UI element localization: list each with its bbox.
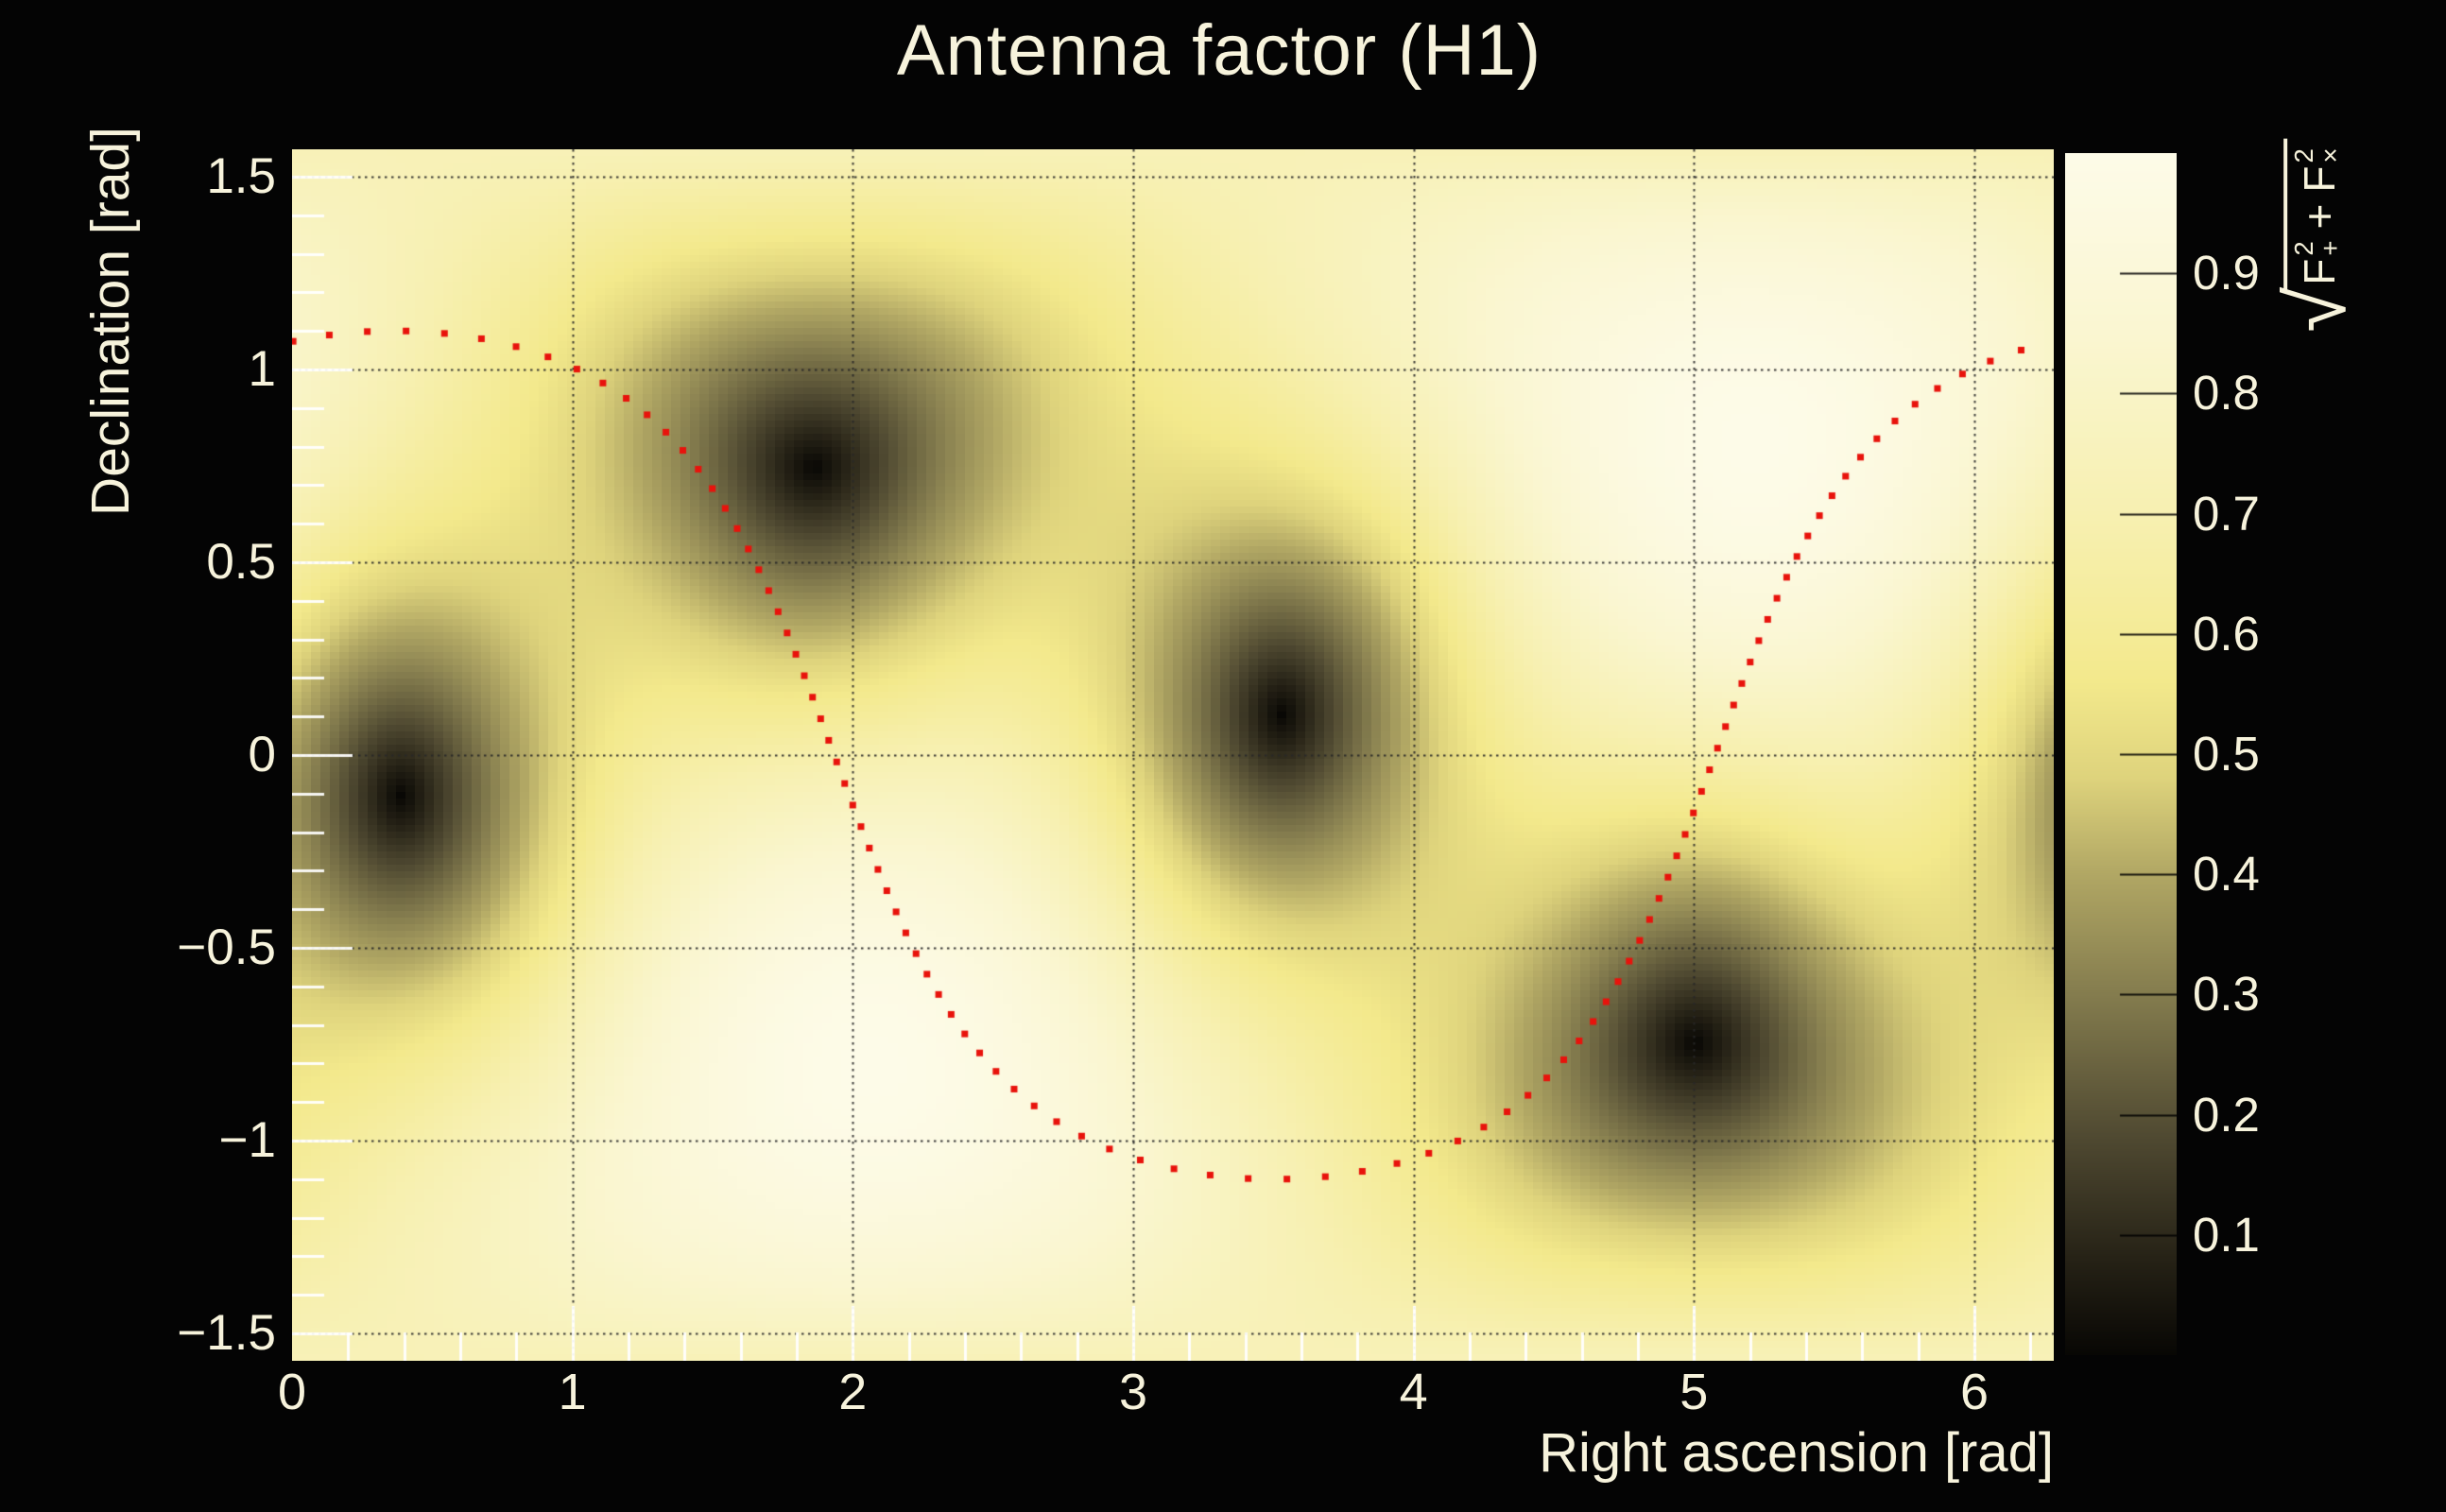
plot-overlay-canvas (292, 149, 2054, 1361)
y-tick-label: 1.5 (206, 147, 276, 204)
x-tick-label: 2 (838, 1364, 868, 1420)
colorbar-canvas (2065, 153, 2177, 1355)
sqrt-radicand: F 2 + + F 2 × (2283, 138, 2347, 291)
y-tick-label: −0.5 (177, 919, 276, 976)
colorbar-tick-label: 0.8 (2193, 366, 2260, 421)
x-tick-label: 1 (558, 1364, 587, 1420)
chart-title: Antenna factor (H1) (896, 10, 1542, 91)
f-plus-base: F (2295, 258, 2345, 285)
x-tick-label: 6 (1959, 1364, 1990, 1420)
y-tick-label: 1 (248, 340, 276, 397)
plus-operator: + (2295, 203, 2345, 230)
y-tick-label: −1.5 (177, 1305, 276, 1362)
colorbar-tick-label: 0.4 (2193, 847, 2260, 902)
y-tick-label: 0.5 (206, 533, 276, 590)
f-cross-scripts: 2 × (2289, 147, 2346, 163)
y-tick-label: 0 (248, 727, 276, 782)
f-plus-squared-term: F 2 + (2289, 240, 2346, 285)
colorbar-tick-label: 0.1 (2193, 1207, 2260, 1262)
colorbar-tick-label: 0.3 (2193, 967, 2260, 1022)
x-tick-label: 3 (1118, 1364, 1148, 1420)
x-axis-label: Right ascension [rad] (1539, 1422, 2054, 1484)
colorbar-tick-label: 0.5 (2193, 727, 2260, 781)
colorbar-tick-label: 0.7 (2193, 486, 2260, 541)
sqrt-radical-glyph: √ (2270, 286, 2364, 333)
x-tick-label: 5 (1679, 1364, 1709, 1420)
y-tick-label: −1 (218, 1112, 276, 1169)
colorbar-axis-label: √ F 2 + + F 2 × (2270, 138, 2364, 333)
f-plus-sup: 2 (2289, 241, 2319, 256)
f-plus-scripts: 2 + (2289, 240, 2346, 256)
colorbar-tick-label: 0.9 (2193, 246, 2260, 301)
f-cross-sup: 2 (2289, 148, 2319, 163)
f-cross-sub: × (2316, 147, 2346, 163)
x-tick-label: 4 (1399, 1364, 1428, 1420)
f-plus-sub: + (2316, 240, 2346, 256)
colorbar-tick-label: 0.2 (2193, 1087, 2260, 1142)
x-tick-label: 0 (277, 1364, 307, 1420)
colorbar-tick-label: 0.6 (2193, 606, 2260, 661)
f-cross-base: F (2295, 165, 2345, 193)
f-cross-squared-term: F 2 × (2289, 147, 2346, 193)
